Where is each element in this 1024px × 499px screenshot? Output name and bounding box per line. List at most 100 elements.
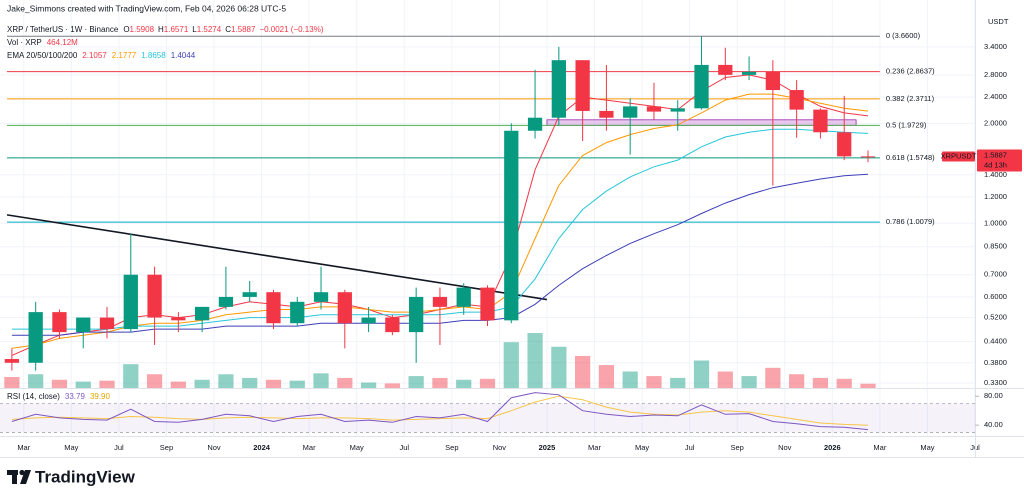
y-tick-label: 0.3300 (984, 378, 1007, 387)
volume-bar (717, 371, 733, 388)
x-tick-label: Sep (160, 443, 173, 452)
volume-bar (456, 379, 472, 388)
volume-bar (812, 377, 829, 388)
symbol-header: XRP / TetherUS · 1W · Binance O1.5908 H1.6… (7, 25, 324, 34)
fib-label: 0 (3.6600) (886, 31, 921, 40)
fib-label: 0.5 (1.9729) (886, 120, 927, 129)
candle-body (599, 110, 614, 118)
volume-bar (51, 379, 68, 388)
ohlc-value: 1.5887 (231, 25, 256, 34)
x-tick-label: May (64, 443, 78, 452)
volume-bar (194, 379, 210, 388)
logo (7, 469, 31, 484)
candle-body (694, 64, 709, 109)
candle-body (123, 274, 138, 330)
fib-label: 0.382 (2.3711) (886, 94, 935, 103)
ohlc-label: H (158, 25, 164, 34)
volume-bar (313, 373, 329, 388)
candle-body (480, 287, 495, 321)
plot-layer: 0 (3.6600) 0.236 (2.8637) 0.382 (2.3711) 0.… (0, 0, 976, 436)
currency-label: USDT (988, 17, 1009, 26)
symbol-tag (942, 151, 975, 162)
volume-bar (218, 374, 234, 388)
candle-body (385, 317, 400, 333)
volume-bar (860, 383, 876, 388)
candle-body (195, 306, 210, 321)
ema-value: 1.4044 (171, 51, 196, 60)
volume-bar (527, 333, 543, 388)
candle-body (765, 71, 780, 91)
candle-body (409, 296, 424, 333)
x-tick-label: Sep (445, 443, 458, 452)
x-tick-label: 2026 (824, 443, 841, 452)
x-tick-label: 2025 (539, 443, 556, 452)
change: −0.0021 (−0.13%) (259, 25, 323, 34)
rsi-ma-value: 39.90 (90, 392, 111, 401)
x-tick-label: Sep (731, 443, 744, 452)
volume-bar (598, 365, 615, 388)
fib-label: 0.786 (1.0079) (886, 217, 935, 226)
candle-body (837, 132, 852, 157)
candle-body (623, 106, 638, 118)
rsi-tick-label: 40.00 (984, 420, 1003, 429)
y-tick-label: 3.4000 (984, 42, 1007, 51)
volume-bar (289, 380, 305, 388)
ohlc-value: 1.5908 (130, 25, 155, 34)
y-tick-label: 1.0000 (984, 218, 1007, 227)
ema-value: 2.1057 (82, 51, 107, 60)
rsi-line (11, 392, 869, 431)
candle-body (147, 274, 162, 318)
y-tick-label: 0.5200 (984, 313, 1007, 322)
candle-body (741, 71, 757, 75)
price-tag (977, 149, 1022, 172)
y-tick-label: 0.7000 (984, 270, 1007, 279)
candle-body (789, 90, 804, 110)
candle-body (860, 156, 876, 158)
volume-header: Vol · XRP 464.12M (7, 38, 78, 47)
volume-value: 464.12M (47, 38, 78, 47)
candle-body (456, 287, 471, 307)
volume-bar (360, 382, 377, 388)
candle-body (718, 64, 733, 75)
volume-bar (123, 364, 139, 388)
ohlc-label: O (123, 25, 129, 34)
volume-bar (242, 377, 258, 388)
volume-bar (408, 376, 424, 388)
candle-body (290, 301, 305, 324)
volume-bar (503, 342, 519, 388)
symbol-title: XRP / TetherUS · 1W · Binance (7, 25, 119, 34)
logo-shape (19, 469, 25, 476)
candle-body (171, 317, 186, 321)
x-tick-label: May (635, 443, 649, 452)
rsi-value: 33.79 (65, 392, 86, 401)
fib-label: 0.236 (2.8637) (886, 67, 935, 76)
volume-bar (575, 355, 591, 388)
candle-body (527, 117, 543, 131)
y-tick-label: 0.8500 (984, 242, 1007, 251)
y-tick-label: 0.3800 (984, 358, 1007, 367)
x-tick-label: Mar (873, 443, 886, 452)
x-tick-label: Mar (17, 443, 30, 452)
x-tick-label: Mar (588, 443, 601, 452)
candle-body (504, 130, 519, 321)
volume-bar (170, 381, 186, 388)
ohlc-value: 1.6571 (164, 25, 189, 34)
volume-bar (551, 346, 567, 388)
x-tick-label: Nov (493, 443, 507, 452)
volume-bar (337, 377, 353, 388)
logo-shape (12, 470, 17, 484)
candle-body (361, 317, 376, 324)
x-tick-label: Jul (114, 443, 124, 452)
ohlc-value: 1.5274 (197, 25, 222, 34)
candle-body (551, 60, 566, 118)
x-tick-label: May (920, 443, 934, 452)
y-tick-label: 1.2000 (984, 192, 1007, 201)
candle-body (242, 292, 257, 297)
ema-label: EMA 20/50/100/200 (7, 51, 78, 60)
candle-body (337, 292, 352, 324)
candle-body (432, 296, 448, 307)
volume-bar (789, 374, 805, 388)
y-tick-label: 2.4000 (984, 92, 1007, 101)
candle-body (99, 317, 115, 330)
y-tick-label: 1.4000 (984, 170, 1007, 179)
